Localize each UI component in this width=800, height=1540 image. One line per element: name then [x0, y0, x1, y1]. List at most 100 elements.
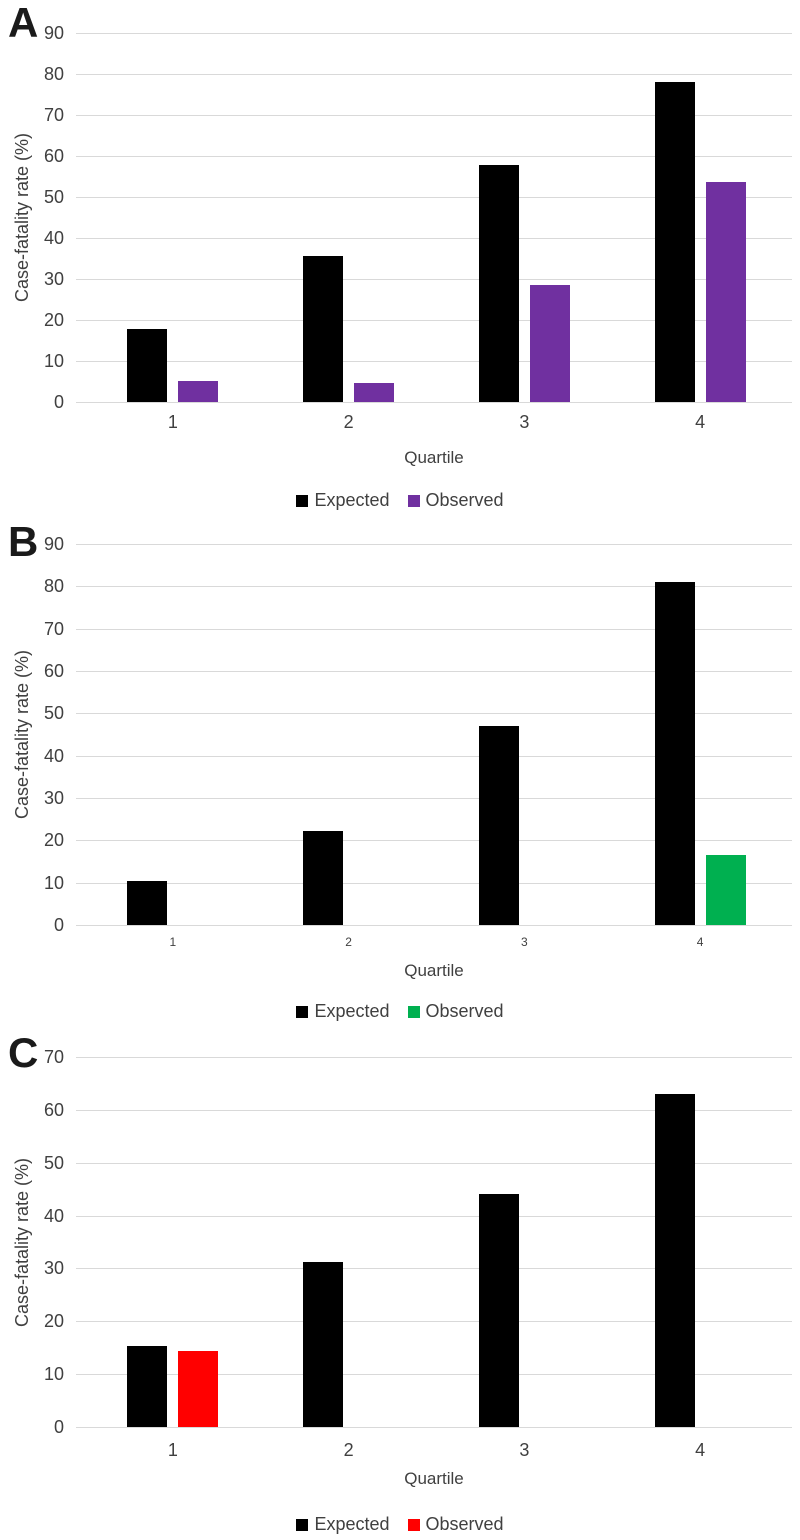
y-tick-label: 20	[43, 830, 64, 851]
y-axis-title: Case-fatality rate (%)	[12, 649, 32, 820]
bar-group	[612, 33, 788, 402]
panel-b: B Case-fatality rate (%) 90 80 70 60 50 40 30 2…	[0, 515, 800, 1030]
expected-bar	[303, 1261, 344, 1427]
y-tick-label: 20	[43, 310, 64, 330]
panel-a: A Case-fatality rate (%) 90 80 70 60 50 40 30 2…	[0, 0, 800, 515]
expected-bar	[127, 1345, 168, 1427]
legend-item-observed: Observed	[407, 1514, 504, 1535]
y-tick-label: 50	[43, 187, 64, 207]
legend-item-observed: Observed	[407, 490, 504, 511]
y-tick-label: 90	[43, 23, 64, 43]
x-tick-labels: 1 2 3 4	[85, 413, 788, 431]
bar-group	[612, 544, 788, 925]
y-tick-label: 10	[43, 872, 64, 893]
gridlines	[76, 33, 792, 403]
gridline	[76, 586, 792, 588]
y-tick-label: 60	[43, 661, 64, 681]
x-tick-label: 3	[519, 1440, 530, 1460]
legend: Expected Observed	[0, 1514, 800, 1535]
gridline	[76, 671, 792, 672]
y-tick-label: 50	[43, 703, 64, 724]
expected-bar	[654, 582, 695, 925]
x-tick-label: 2	[345, 935, 352, 949]
gridline	[76, 798, 792, 799]
x-tick-label: 4	[695, 1440, 706, 1460]
y-tick-label: 30	[43, 269, 64, 289]
observed-bar	[178, 380, 219, 402]
bar-group	[261, 33, 437, 402]
y-tick-label: 10	[43, 1364, 64, 1385]
expected-bar	[478, 726, 519, 925]
gridline	[76, 238, 792, 239]
expected-swatch	[296, 494, 309, 507]
y-tick-label: 60	[43, 146, 64, 166]
gridline	[76, 74, 792, 75]
y-tick-label: 40	[43, 228, 64, 248]
gridline	[76, 1321, 792, 1323]
panel-b-letter: B	[8, 518, 39, 565]
gridline	[76, 197, 792, 198]
gridline	[76, 882, 792, 884]
y-tick-label: 0	[53, 1417, 64, 1437]
plot-area: 90 80 70 60 50 40 30 20 10 0	[44, 24, 792, 411]
x-tick-labels: 1 2 3 4	[85, 1441, 788, 1459]
gridline	[76, 361, 792, 362]
gridline	[76, 1109, 792, 1111]
legend-label: Observed	[425, 1001, 504, 1021]
bar-groups	[85, 33, 788, 402]
x-tick-label: 2	[343, 412, 354, 432]
gridline	[76, 279, 792, 280]
y-tick-label: 60	[43, 1099, 64, 1120]
y-tick-label: 80	[43, 64, 64, 84]
x-tick-label: 1	[167, 412, 178, 432]
expected-bar	[127, 880, 168, 925]
observed-bar	[705, 181, 746, 402]
expected-bar	[127, 329, 168, 402]
legend: Expected Observed	[0, 1001, 800, 1022]
y-tick-label: 0	[53, 392, 64, 412]
gridline	[76, 544, 792, 545]
expected-bar	[654, 82, 695, 402]
plot-area: 90 80 70 60 50 40 30 20 10 0	[44, 535, 792, 934]
x-tick-label: 1	[167, 1440, 178, 1460]
observed-swatch	[407, 1518, 420, 1531]
panel-a-letter: A	[8, 0, 39, 46]
gridline	[76, 115, 792, 116]
y-tick-label: 80	[43, 576, 64, 597]
y-tick-label: 70	[43, 105, 64, 125]
y-tick-label: 20	[43, 1311, 64, 1332]
gridline	[76, 33, 792, 34]
gridline	[76, 156, 792, 157]
expected-swatch	[296, 1518, 309, 1531]
gridline	[76, 1374, 792, 1376]
gridline	[76, 1268, 792, 1270]
expected-swatch	[296, 1005, 309, 1018]
x-axis-title: Quartile	[404, 448, 464, 467]
bar-group	[612, 1057, 788, 1427]
observed-bar	[178, 1350, 219, 1427]
x-tick-label: 4	[696, 935, 704, 949]
bar-group	[85, 1057, 261, 1427]
gridline	[76, 925, 792, 926]
gridline	[76, 713, 792, 715]
gridline	[76, 840, 792, 842]
expected-bar	[478, 165, 519, 402]
y-tick-label: 30	[43, 788, 64, 808]
gridline	[76, 1057, 792, 1058]
legend-item-observed: Observed	[407, 1001, 504, 1022]
y-tick-label: 50	[43, 1152, 64, 1173]
gridline	[76, 1162, 792, 1164]
x-tick-label: 4	[695, 412, 706, 432]
gridline	[76, 1427, 792, 1428]
legend-item-expected: Expected	[296, 490, 390, 511]
panel-c: C Case-fatality rate (%) 70 60 50 40 30 20 10 0…	[0, 1030, 800, 1540]
legend-item-expected: Expected	[296, 1514, 390, 1535]
gridline	[76, 628, 792, 630]
bar-group	[261, 1057, 437, 1427]
y-tick-label: 40	[43, 745, 64, 766]
gridline	[76, 755, 792, 757]
gridlines	[76, 1057, 792, 1428]
y-axis-title: Case-fatality rate (%)	[12, 132, 32, 303]
y-tick-label: 90	[43, 534, 64, 554]
y-tick-label: 10	[43, 351, 64, 371]
